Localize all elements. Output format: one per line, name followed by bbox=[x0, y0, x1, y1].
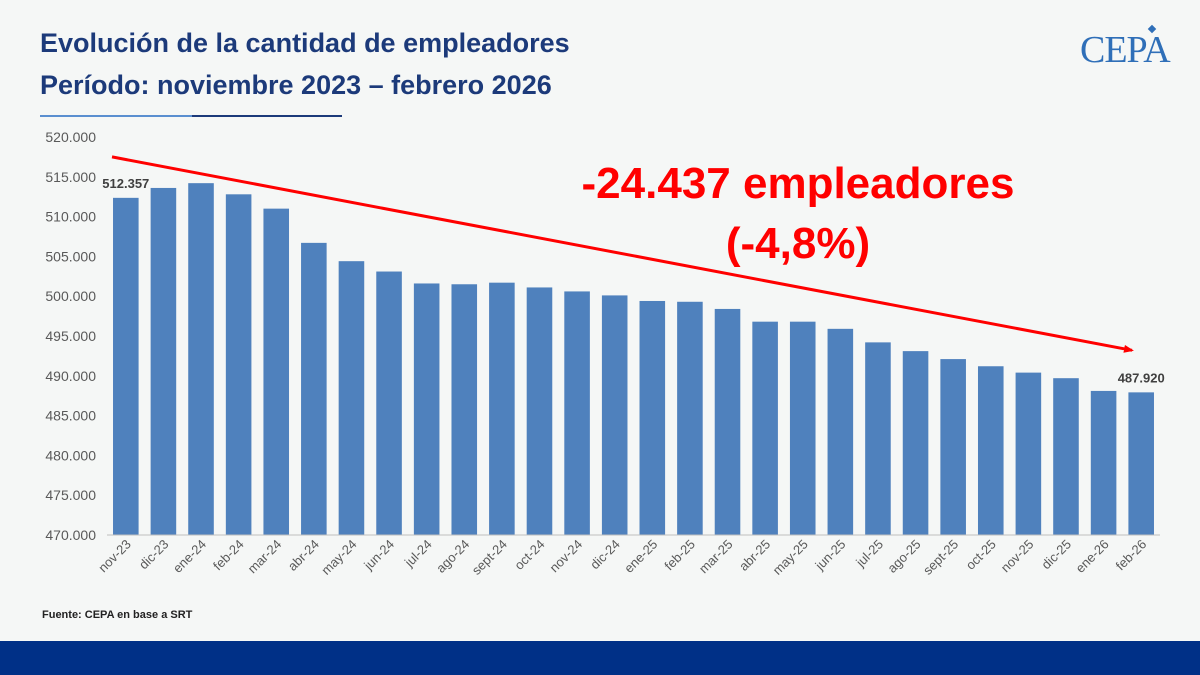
x-tick-label: ene-24 bbox=[170, 537, 209, 576]
x-tick-label: oct-24 bbox=[511, 537, 547, 573]
bar bbox=[113, 197, 139, 535]
bar bbox=[489, 282, 515, 535]
bar bbox=[601, 295, 628, 535]
x-tick-label: abr-25 bbox=[736, 537, 773, 574]
bar bbox=[977, 366, 1004, 535]
x-tick-label: feb-25 bbox=[661, 537, 698, 574]
title-underline-dark bbox=[192, 115, 342, 117]
y-tick-label: 475.000 bbox=[45, 487, 96, 503]
y-tick-label: 510.000 bbox=[45, 209, 96, 225]
bar bbox=[1090, 390, 1117, 535]
bar bbox=[677, 301, 703, 535]
x-tick-label: dic-23 bbox=[136, 537, 172, 573]
x-tick-label: ago-25 bbox=[884, 537, 923, 576]
y-tick-label: 505.000 bbox=[45, 248, 96, 264]
x-tick-label: feb-24 bbox=[210, 537, 247, 574]
x-tick-label: oct-25 bbox=[963, 537, 999, 573]
trend-arrow bbox=[111, 155, 1134, 353]
x-tick-label: dic-25 bbox=[1038, 537, 1074, 573]
x-tick-label: jun-25 bbox=[812, 537, 849, 574]
y-tick-label: 480.000 bbox=[45, 447, 96, 463]
y-tick-label: 495.000 bbox=[45, 328, 96, 344]
y-axis: 470.000 475.000 480.000 485.000 490.000 495.0… bbox=[45, 129, 96, 543]
page-title: Evolución de la cantidad de empleadores bbox=[40, 28, 570, 58]
title-underline-light bbox=[40, 115, 192, 117]
x-tick-label: may-25 bbox=[770, 537, 811, 578]
x-tick-label: dic-24 bbox=[587, 537, 623, 573]
bar bbox=[752, 321, 778, 535]
x-tick-label: feb-26 bbox=[1113, 537, 1150, 574]
annotation-percent: (-4,8%) bbox=[726, 219, 870, 268]
bar bbox=[865, 342, 891, 535]
x-tick-label: mar-25 bbox=[696, 537, 736, 577]
bar bbox=[1015, 372, 1042, 535]
x-tick-label: nov-25 bbox=[998, 537, 1037, 576]
cepa-logo: CEPA bbox=[1080, 29, 1171, 71]
bar bbox=[338, 261, 365, 535]
footer-bar bbox=[0, 641, 1200, 675]
data-labels: 512.357 487.920 bbox=[102, 176, 1164, 386]
y-tick-label: 485.000 bbox=[45, 408, 96, 424]
bar bbox=[376, 271, 402, 535]
bar bbox=[451, 284, 478, 535]
y-tick-label: 470.000 bbox=[45, 527, 96, 543]
x-tick-label: ago-24 bbox=[433, 537, 472, 576]
page-subtitle: Período: noviembre 2023 – febrero 2026 bbox=[40, 70, 552, 100]
data-label: 487.920 bbox=[1118, 370, 1165, 385]
x-tick-label: sept-25 bbox=[920, 537, 961, 578]
y-tick-label: 520.000 bbox=[45, 129, 96, 145]
x-tick-label: ene-25 bbox=[621, 537, 660, 576]
x-tick-label: jul-25 bbox=[852, 537, 886, 571]
bar bbox=[639, 300, 666, 535]
bar bbox=[225, 194, 252, 535]
x-tick-label: mar-24 bbox=[245, 537, 285, 577]
data-label: 512.357 bbox=[102, 176, 149, 191]
x-tick-label: jun-24 bbox=[360, 537, 397, 574]
x-tick-label: nov-24 bbox=[546, 537, 585, 576]
bar bbox=[263, 208, 290, 535]
bar bbox=[1128, 392, 1154, 535]
x-tick-label: jul-24 bbox=[401, 537, 435, 571]
y-tick-label: 515.000 bbox=[45, 169, 96, 185]
x-tick-label: abr-24 bbox=[285, 537, 322, 574]
bars bbox=[113, 183, 1154, 536]
annotation-change: -24.437 empleadores bbox=[582, 159, 1015, 208]
x-tick-label: sept-24 bbox=[469, 537, 510, 578]
bar bbox=[940, 359, 966, 535]
bar bbox=[564, 291, 590, 535]
bar bbox=[827, 328, 854, 535]
x-tick-label: may-24 bbox=[318, 537, 359, 578]
y-tick-label: 500.000 bbox=[45, 288, 96, 304]
bar bbox=[526, 287, 553, 535]
source-note: Fuente: CEPA en base a SRT bbox=[42, 609, 193, 621]
x-tick-label: nov-23 bbox=[95, 537, 134, 576]
x-tick-label: ene-26 bbox=[1072, 537, 1111, 576]
bar bbox=[188, 183, 214, 535]
y-tick-label: 490.000 bbox=[45, 368, 96, 384]
bar bbox=[413, 283, 440, 535]
bar bbox=[301, 242, 327, 536]
bar bbox=[714, 308, 741, 535]
bar bbox=[789, 321, 816, 535]
bar bbox=[150, 187, 177, 535]
bar bbox=[1053, 378, 1079, 535]
bar bbox=[902, 351, 929, 535]
